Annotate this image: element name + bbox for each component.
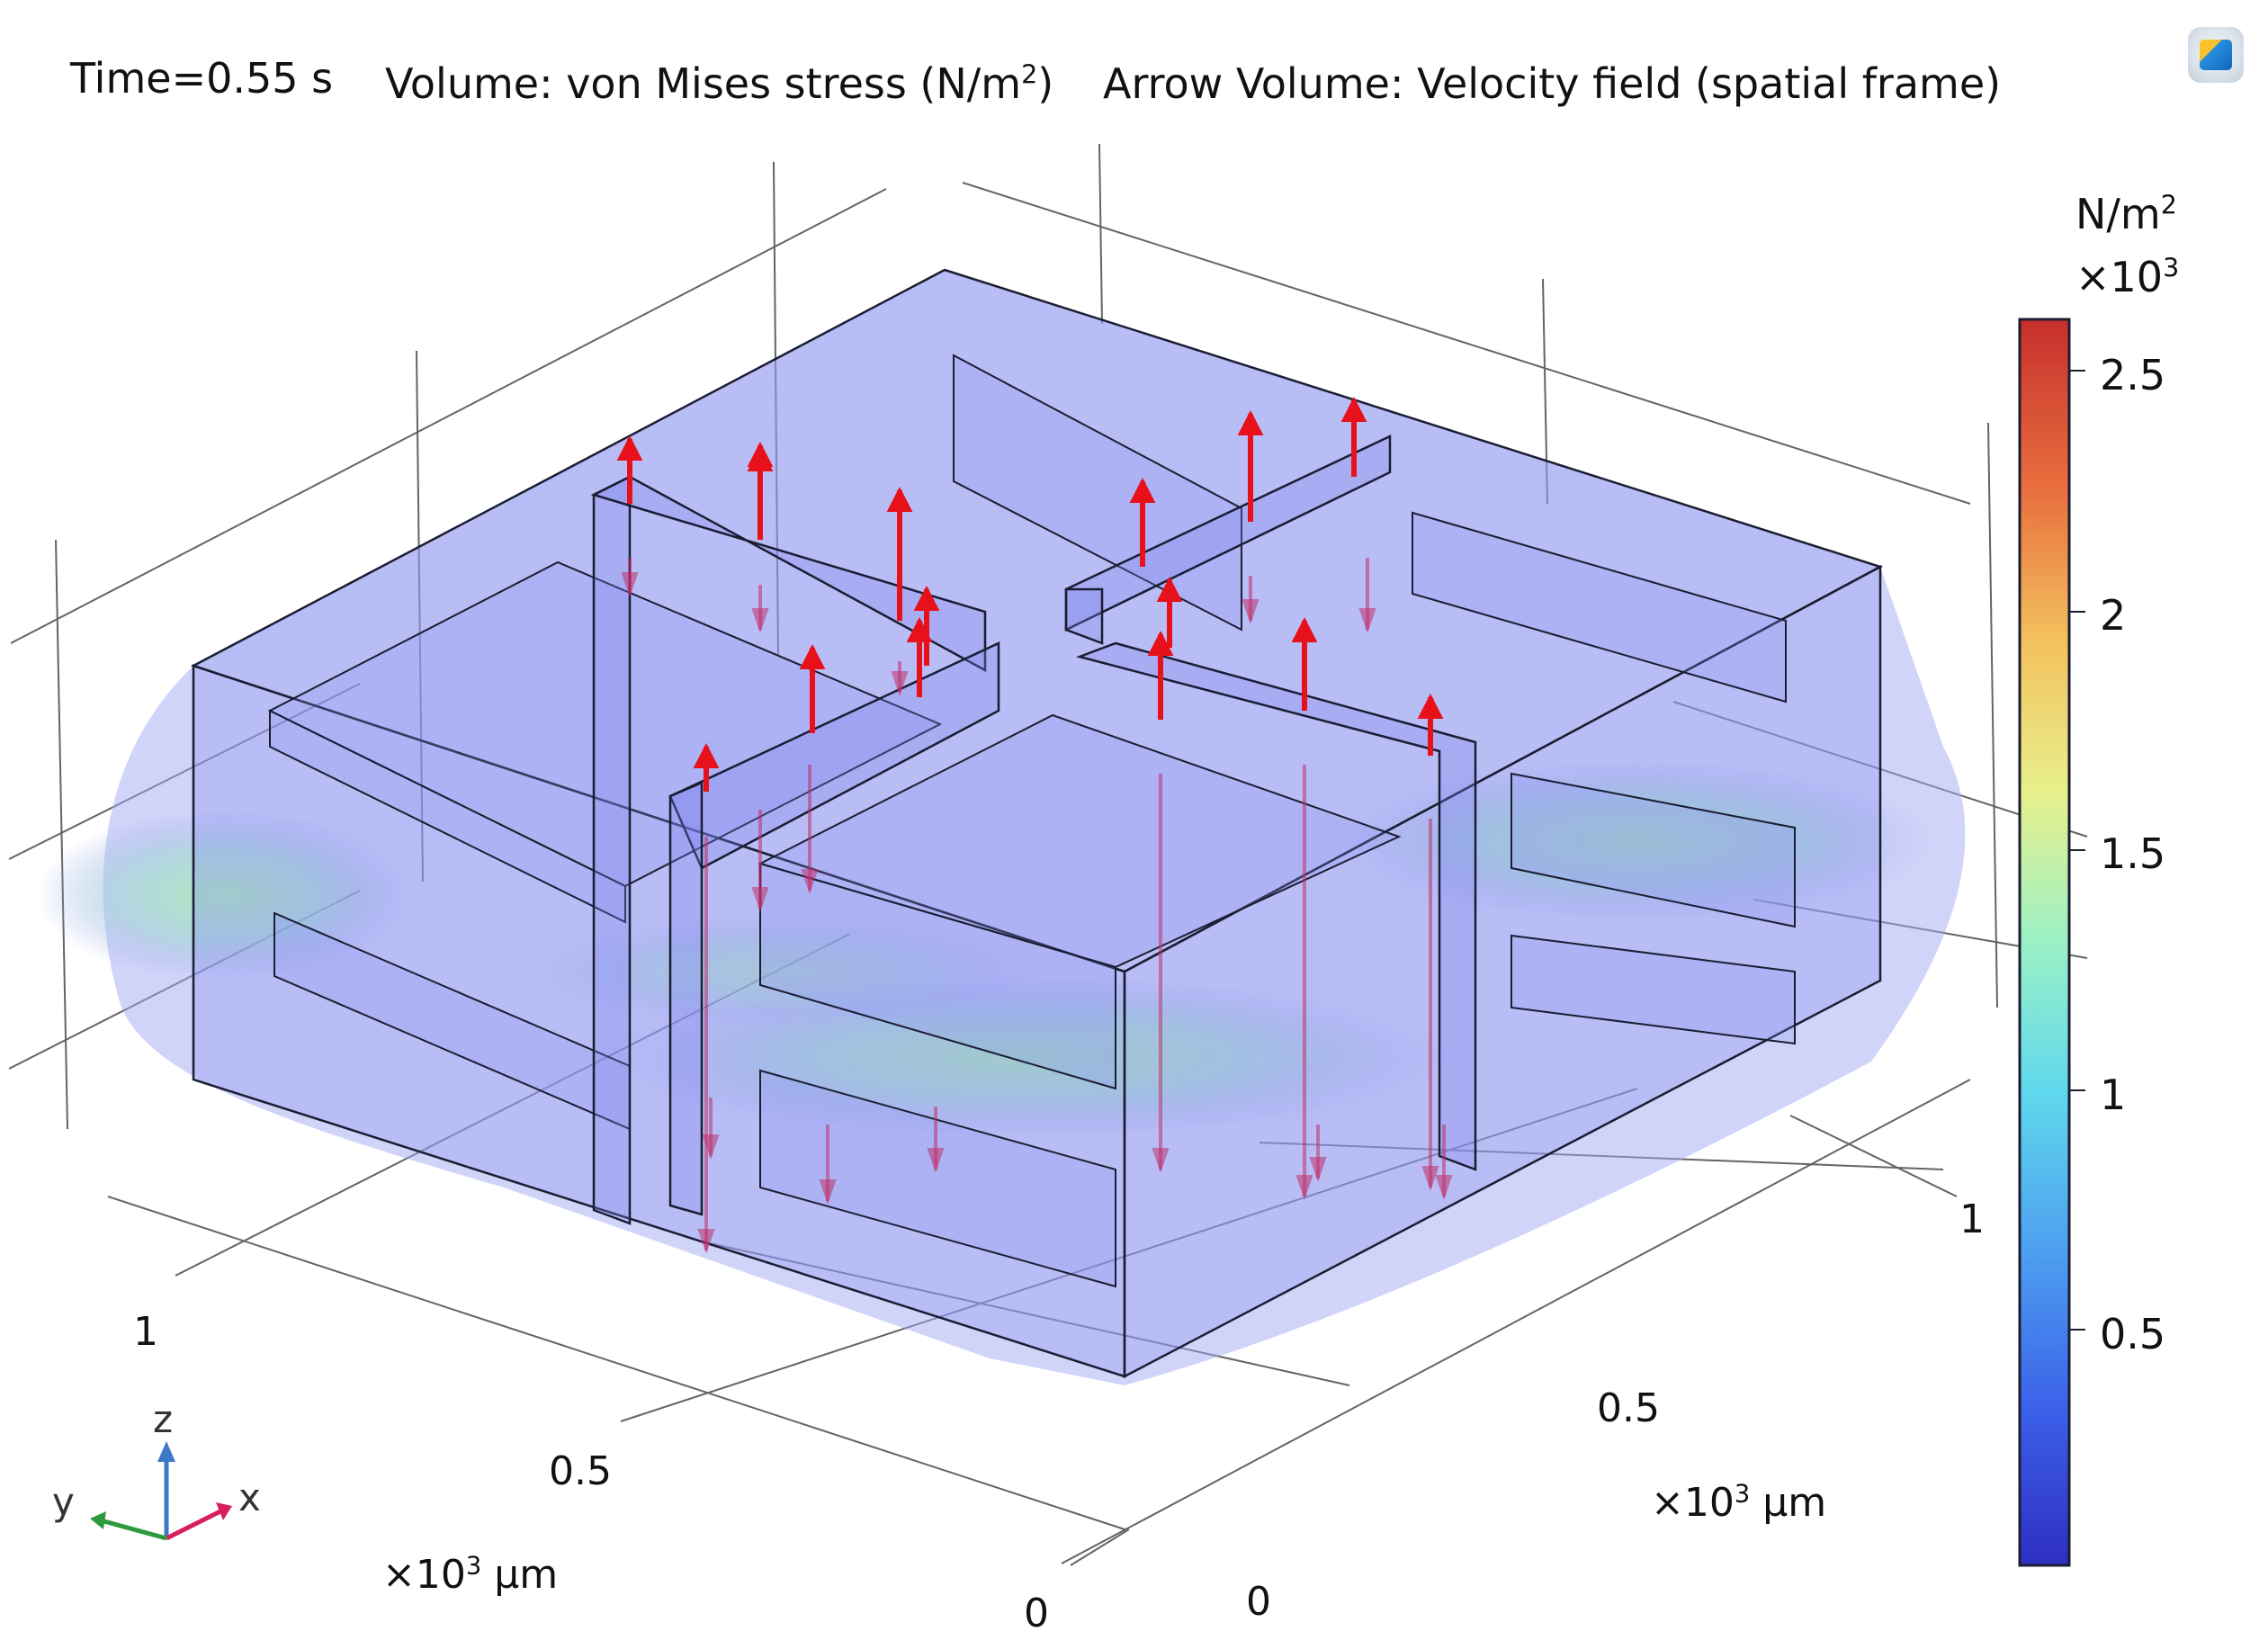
colorbar-tick-label: 0.5 <box>2100 1310 2166 1358</box>
velocity-arrow-head <box>1340 397 1367 422</box>
velocity-arrow-head <box>751 608 769 633</box>
velocity-arrow-head <box>819 1179 837 1205</box>
right-axis-unit: ×103 µm <box>1651 1480 1827 1526</box>
arrow-plot-title: Arrow Volume: Velocity field (spatial fr… <box>1103 59 2002 108</box>
colorbar-tick-label: 1.5 <box>2100 829 2166 878</box>
left-axis-tick: 0 <box>1024 1591 1049 1636</box>
axis-triad <box>90 1441 232 1541</box>
velocity-arrow-head <box>801 869 819 894</box>
triad-x-label: x <box>238 1475 261 1519</box>
triad-y-label: y <box>52 1480 75 1524</box>
app-logo-icon[interactable] <box>2188 27 2244 83</box>
velocity-arrow-head <box>702 1134 720 1160</box>
inner-boxes <box>267 354 1796 1288</box>
velocity-arrow-head <box>1152 1148 1170 1173</box>
velocity-arrow-head <box>913 586 940 611</box>
velocity-arrows <box>616 397 1453 1254</box>
velocity-arrow-head <box>1309 1157 1327 1182</box>
velocity-arrow-head <box>906 617 933 642</box>
right-axis-tick: 0.5 <box>1597 1385 1660 1431</box>
velocity-arrow-head <box>1291 617 1318 642</box>
velocity-arrow-head <box>751 887 769 912</box>
velocity-arrow-head <box>799 644 826 669</box>
left-axis-unit: ×103 µm <box>382 1552 559 1598</box>
velocity-arrow-head <box>1156 577 1183 602</box>
colorbar-tick-label: 1 <box>2100 1071 2127 1119</box>
velocity-arrow-head <box>1358 608 1376 633</box>
velocity-arrow-head <box>891 671 909 696</box>
velocity-arrow-head <box>927 1148 945 1173</box>
velocity-arrow-head <box>1147 631 1174 656</box>
velocity-arrow-head <box>1295 1175 1313 1200</box>
velocity-arrow-head <box>1421 1166 1439 1191</box>
velocity-arrow-head <box>693 743 720 768</box>
velocity-arrow-head <box>1435 1175 1453 1200</box>
left-axis-tick: 0.5 <box>549 1448 612 1494</box>
colorbar-scale: ×103 <box>2075 253 2180 301</box>
right-axis-tick: 0 <box>1246 1579 1271 1625</box>
velocity-arrow-head <box>1237 410 1264 435</box>
colorbar-ticks <box>2069 370 2085 1331</box>
velocity-arrow-head <box>747 442 774 467</box>
velocity-arrow-head <box>1129 478 1156 503</box>
time-label: Time=0.55 s <box>70 54 334 103</box>
triad-z-label: z <box>153 1397 174 1441</box>
left-axis-tick: 1 <box>133 1309 158 1355</box>
velocity-arrow-head <box>697 1229 715 1254</box>
velocity-arrow-head <box>886 487 913 512</box>
velocity-arrow-head <box>1417 694 1444 719</box>
plates <box>590 435 1477 1225</box>
volume-plot-title: Volume: von Mises stress (N/m2) <box>385 59 1054 108</box>
colorbar <box>2018 318 2071 1567</box>
deformed-volume <box>36 270 1966 1385</box>
colorbar-tick-label: 2.5 <box>2100 351 2166 399</box>
colorbar-tick-label: 2 <box>2100 591 2127 640</box>
velocity-arrow-head <box>1242 599 1260 624</box>
velocity-arrow-head <box>616 435 643 461</box>
velocity-arrow-head <box>621 572 639 597</box>
right-axis-tick: 1 <box>1959 1196 1985 1242</box>
colorbar-unit: N/m2 <box>2075 190 2177 238</box>
outer-box <box>190 268 1884 1379</box>
